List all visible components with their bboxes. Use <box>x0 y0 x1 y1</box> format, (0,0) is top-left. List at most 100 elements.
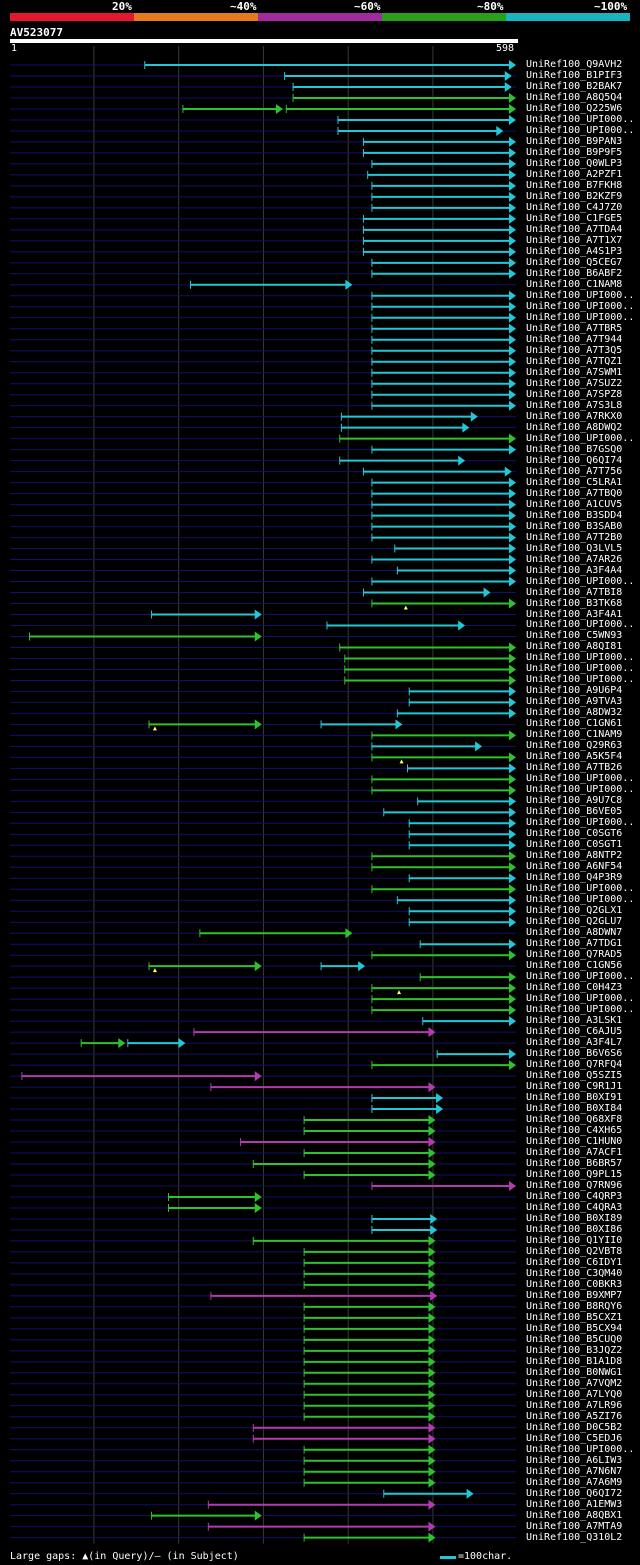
hit-label[interactable]: UniRef100_C5LRA1 <box>526 476 623 488</box>
hit-label[interactable]: UniRef100_UPI000.. <box>526 289 635 301</box>
hit-label[interactable]: UniRef100_Q310L2 <box>526 1531 623 1543</box>
hit-label[interactable]: UniRef100_B0XI86 <box>526 1223 623 1235</box>
hit-label[interactable]: UniRef100_B7FKH8 <box>526 179 623 191</box>
hit-label[interactable]: UniRef100_A7A6M9 <box>526 1476 623 1488</box>
hit-label[interactable]: UniRef100_A7SWM1 <box>526 366 623 378</box>
hit-label[interactable]: UniRef100_UPI000.. <box>526 432 635 444</box>
hit-label[interactable]: UniRef100_UPI000.. <box>526 311 635 323</box>
hit-label[interactable]: UniRef100_A6NF54 <box>526 861 623 873</box>
hit-label[interactable]: UniRef100_A7SUZ2 <box>526 377 623 389</box>
hit-label[interactable]: UniRef100_A8DWN7 <box>526 927 623 939</box>
hit-label[interactable]: UniRef100_A7TB26 <box>526 762 623 774</box>
hit-label[interactable]: UniRef100_A7T3Q5 <box>526 344 623 356</box>
hit-label[interactable]: UniRef100_A8NTP2 <box>526 850 623 862</box>
hit-label[interactable]: UniRef100_Q6QI74 <box>526 454 623 466</box>
hit-label[interactable]: UniRef100_Q6QI72 <box>526 1487 623 1499</box>
hit-label[interactable]: UniRef100_C1NAM8 <box>526 278 623 290</box>
hit-label[interactable]: UniRef100_B3JQZ2 <box>526 1344 623 1356</box>
hit-label[interactable]: UniRef100_UPI000.. <box>526 300 635 312</box>
hit-label[interactable]: UniRef100_UPI000.. <box>526 784 635 796</box>
hit-label[interactable]: UniRef100_Q7RFQ4 <box>526 1059 623 1071</box>
hit-label[interactable]: UniRef100_A9TVA3 <box>526 696 623 708</box>
hit-label[interactable]: UniRef100_B9XMP7 <box>526 1289 623 1301</box>
hit-label[interactable]: UniRef100_B5CX94 <box>526 1322 623 1334</box>
hit-label[interactable]: UniRef100_B7GSQ0 <box>526 443 623 455</box>
hit-label[interactable]: UniRef100_UPI000.. <box>526 652 635 664</box>
hit-label[interactable]: UniRef100_B0XI91 <box>526 1092 623 1104</box>
hit-label[interactable]: UniRef100_Q7RAD5 <box>526 949 623 961</box>
hit-label[interactable]: UniRef100_A6LIW3 <box>526 1454 623 1466</box>
hit-label[interactable]: UniRef100_A5K5F4 <box>526 751 623 763</box>
hit-label[interactable]: UniRef100_B8RQY6 <box>526 1300 623 1312</box>
hit-label[interactable]: UniRef100_A7ACF1 <box>526 1147 623 1158</box>
hit-label[interactable]: UniRef100_C1FGE5 <box>526 212 623 224</box>
hit-label[interactable]: UniRef100_A2PZF1 <box>526 168 623 180</box>
hit-label[interactable]: UniRef100_A7S3L8 <box>526 399 623 411</box>
hit-label[interactable]: UniRef100_B6ABF2 <box>526 267 623 279</box>
hit-label[interactable]: UniRef100_UPI000.. <box>526 993 635 1005</box>
hit-label[interactable]: UniRef100_C5EDJ6 <box>526 1432 623 1444</box>
hit-label[interactable]: UniRef100_B1A1D8 <box>526 1355 623 1367</box>
hit-label[interactable]: UniRef100_A8Q5Q4 <box>526 91 623 103</box>
hit-label[interactable]: UniRef100_A7TBR5 <box>526 322 623 334</box>
hit-label[interactable]: UniRef100_Q5CEG7 <box>526 256 623 268</box>
hit-label[interactable]: UniRef100_UPI000.. <box>526 1443 635 1455</box>
hit-label[interactable]: UniRef100_C6AJU5 <box>526 1026 623 1038</box>
hit-label[interactable]: UniRef100_A1EMW3 <box>526 1498 623 1510</box>
hit-label[interactable]: UniRef100_A1CUV5 <box>526 498 623 510</box>
hit-label[interactable]: UniRef100_A7TDA4 <box>526 223 623 235</box>
hit-label[interactable]: UniRef100_A3F4A4 <box>526 564 623 576</box>
hit-label[interactable]: UniRef100_Q9AVH2 <box>526 59 623 70</box>
hit-label[interactable]: UniRef100_UPI000.. <box>526 817 635 829</box>
hit-label[interactable]: UniRef100_B2KZF9 <box>526 190 623 202</box>
hit-label[interactable]: UniRef100_Q2VBT8 <box>526 1245 623 1257</box>
hit-label[interactable]: UniRef100_A7T2B0 <box>526 531 623 543</box>
hit-label[interactable]: UniRef100_UPI000.. <box>526 113 635 125</box>
hit-label[interactable]: UniRef100_UPI000.. <box>526 773 635 785</box>
hit-label[interactable]: UniRef100_B0NWG1 <box>526 1366 623 1378</box>
hit-label[interactable]: UniRef100_A5ZI76 <box>526 1410 623 1422</box>
hit-label[interactable]: UniRef100_Q7RN96 <box>526 1179 623 1191</box>
hit-label[interactable]: UniRef100_Q9PL15 <box>526 1168 623 1180</box>
hit-label[interactable]: UniRef100_Q2GLX1 <box>526 905 623 917</box>
hit-label[interactable]: UniRef100_A7T756 <box>526 465 623 477</box>
hit-label[interactable]: UniRef100_C4XH65 <box>526 1125 623 1137</box>
hit-label[interactable]: UniRef100_C1HUN0 <box>526 1136 623 1148</box>
hit-label[interactable]: UniRef100_C1GN61 <box>526 718 623 730</box>
hit-label[interactable]: UniRef100_Q29R63 <box>526 740 623 752</box>
hit-label[interactable]: UniRef100_A7TDG1 <box>526 938 623 950</box>
hit-label[interactable]: UniRef100_C1GN56 <box>526 960 623 972</box>
hit-label[interactable]: UniRef100_UPI000.. <box>526 663 635 675</box>
hit-label[interactable]: UniRef100_A7SPZ8 <box>526 388 623 400</box>
hit-label[interactable]: UniRef100_B3SDD4 <box>526 509 623 521</box>
hit-label[interactable]: UniRef100_C1NAM9 <box>526 729 623 741</box>
hit-label[interactable]: UniRef100_C6IDY1 <box>526 1256 623 1268</box>
hit-label[interactable]: UniRef100_B5CXZ1 <box>526 1311 623 1323</box>
hit-label[interactable]: UniRef100_B0XI89 <box>526 1212 623 1224</box>
hit-label[interactable]: UniRef100_C4QRA3 <box>526 1201 623 1213</box>
hit-label[interactable]: UniRef100_Q225W6 <box>526 102 623 114</box>
hit-label[interactable]: UniRef100_C0SGT6 <box>526 828 623 840</box>
hit-label[interactable]: UniRef100_A7VQM2 <box>526 1377 623 1389</box>
hit-label[interactable]: UniRef100_Q4P3R9 <box>526 872 623 884</box>
hit-label[interactable]: UniRef100_C4J7Z0 <box>526 201 623 213</box>
hit-label[interactable]: UniRef100_A8DW32 <box>526 707 623 719</box>
hit-label[interactable]: UniRef100_A4S1P3 <box>526 245 623 257</box>
hit-label[interactable]: UniRef100_Q3LVL5 <box>526 542 623 554</box>
hit-label[interactable]: UniRef100_UPI000.. <box>526 619 635 631</box>
hit-label[interactable]: UniRef100_UPI000.. <box>526 674 635 686</box>
hit-label[interactable]: UniRef100_UPI000.. <box>526 894 635 906</box>
hit-label[interactable]: UniRef100_C9R1J1 <box>526 1081 623 1093</box>
hit-label[interactable]: UniRef100_UPI000.. <box>526 124 635 136</box>
hit-label[interactable]: UniRef100_A7TQZ1 <box>526 355 623 367</box>
hit-label[interactable]: UniRef100_B6BR57 <box>526 1158 623 1169</box>
hit-label[interactable]: UniRef100_C3QM40 <box>526 1267 623 1279</box>
hit-label[interactable]: UniRef100_C5WN93 <box>526 630 623 642</box>
hit-label[interactable]: UniRef100_A7LYQ0 <box>526 1388 623 1400</box>
hit-label[interactable]: UniRef100_A3F4A1 <box>526 608 623 620</box>
hit-label[interactable]: UniRef100_C0H4Z3 <box>526 982 623 994</box>
hit-label[interactable]: UniRef100_B3TK68 <box>526 597 623 609</box>
hit-label[interactable]: UniRef100_A3F4L7 <box>526 1037 623 1049</box>
hit-label[interactable]: UniRef100_B9PAN3 <box>526 135 623 147</box>
hit-label[interactable]: UniRef100_B3SAB0 <box>526 520 623 532</box>
